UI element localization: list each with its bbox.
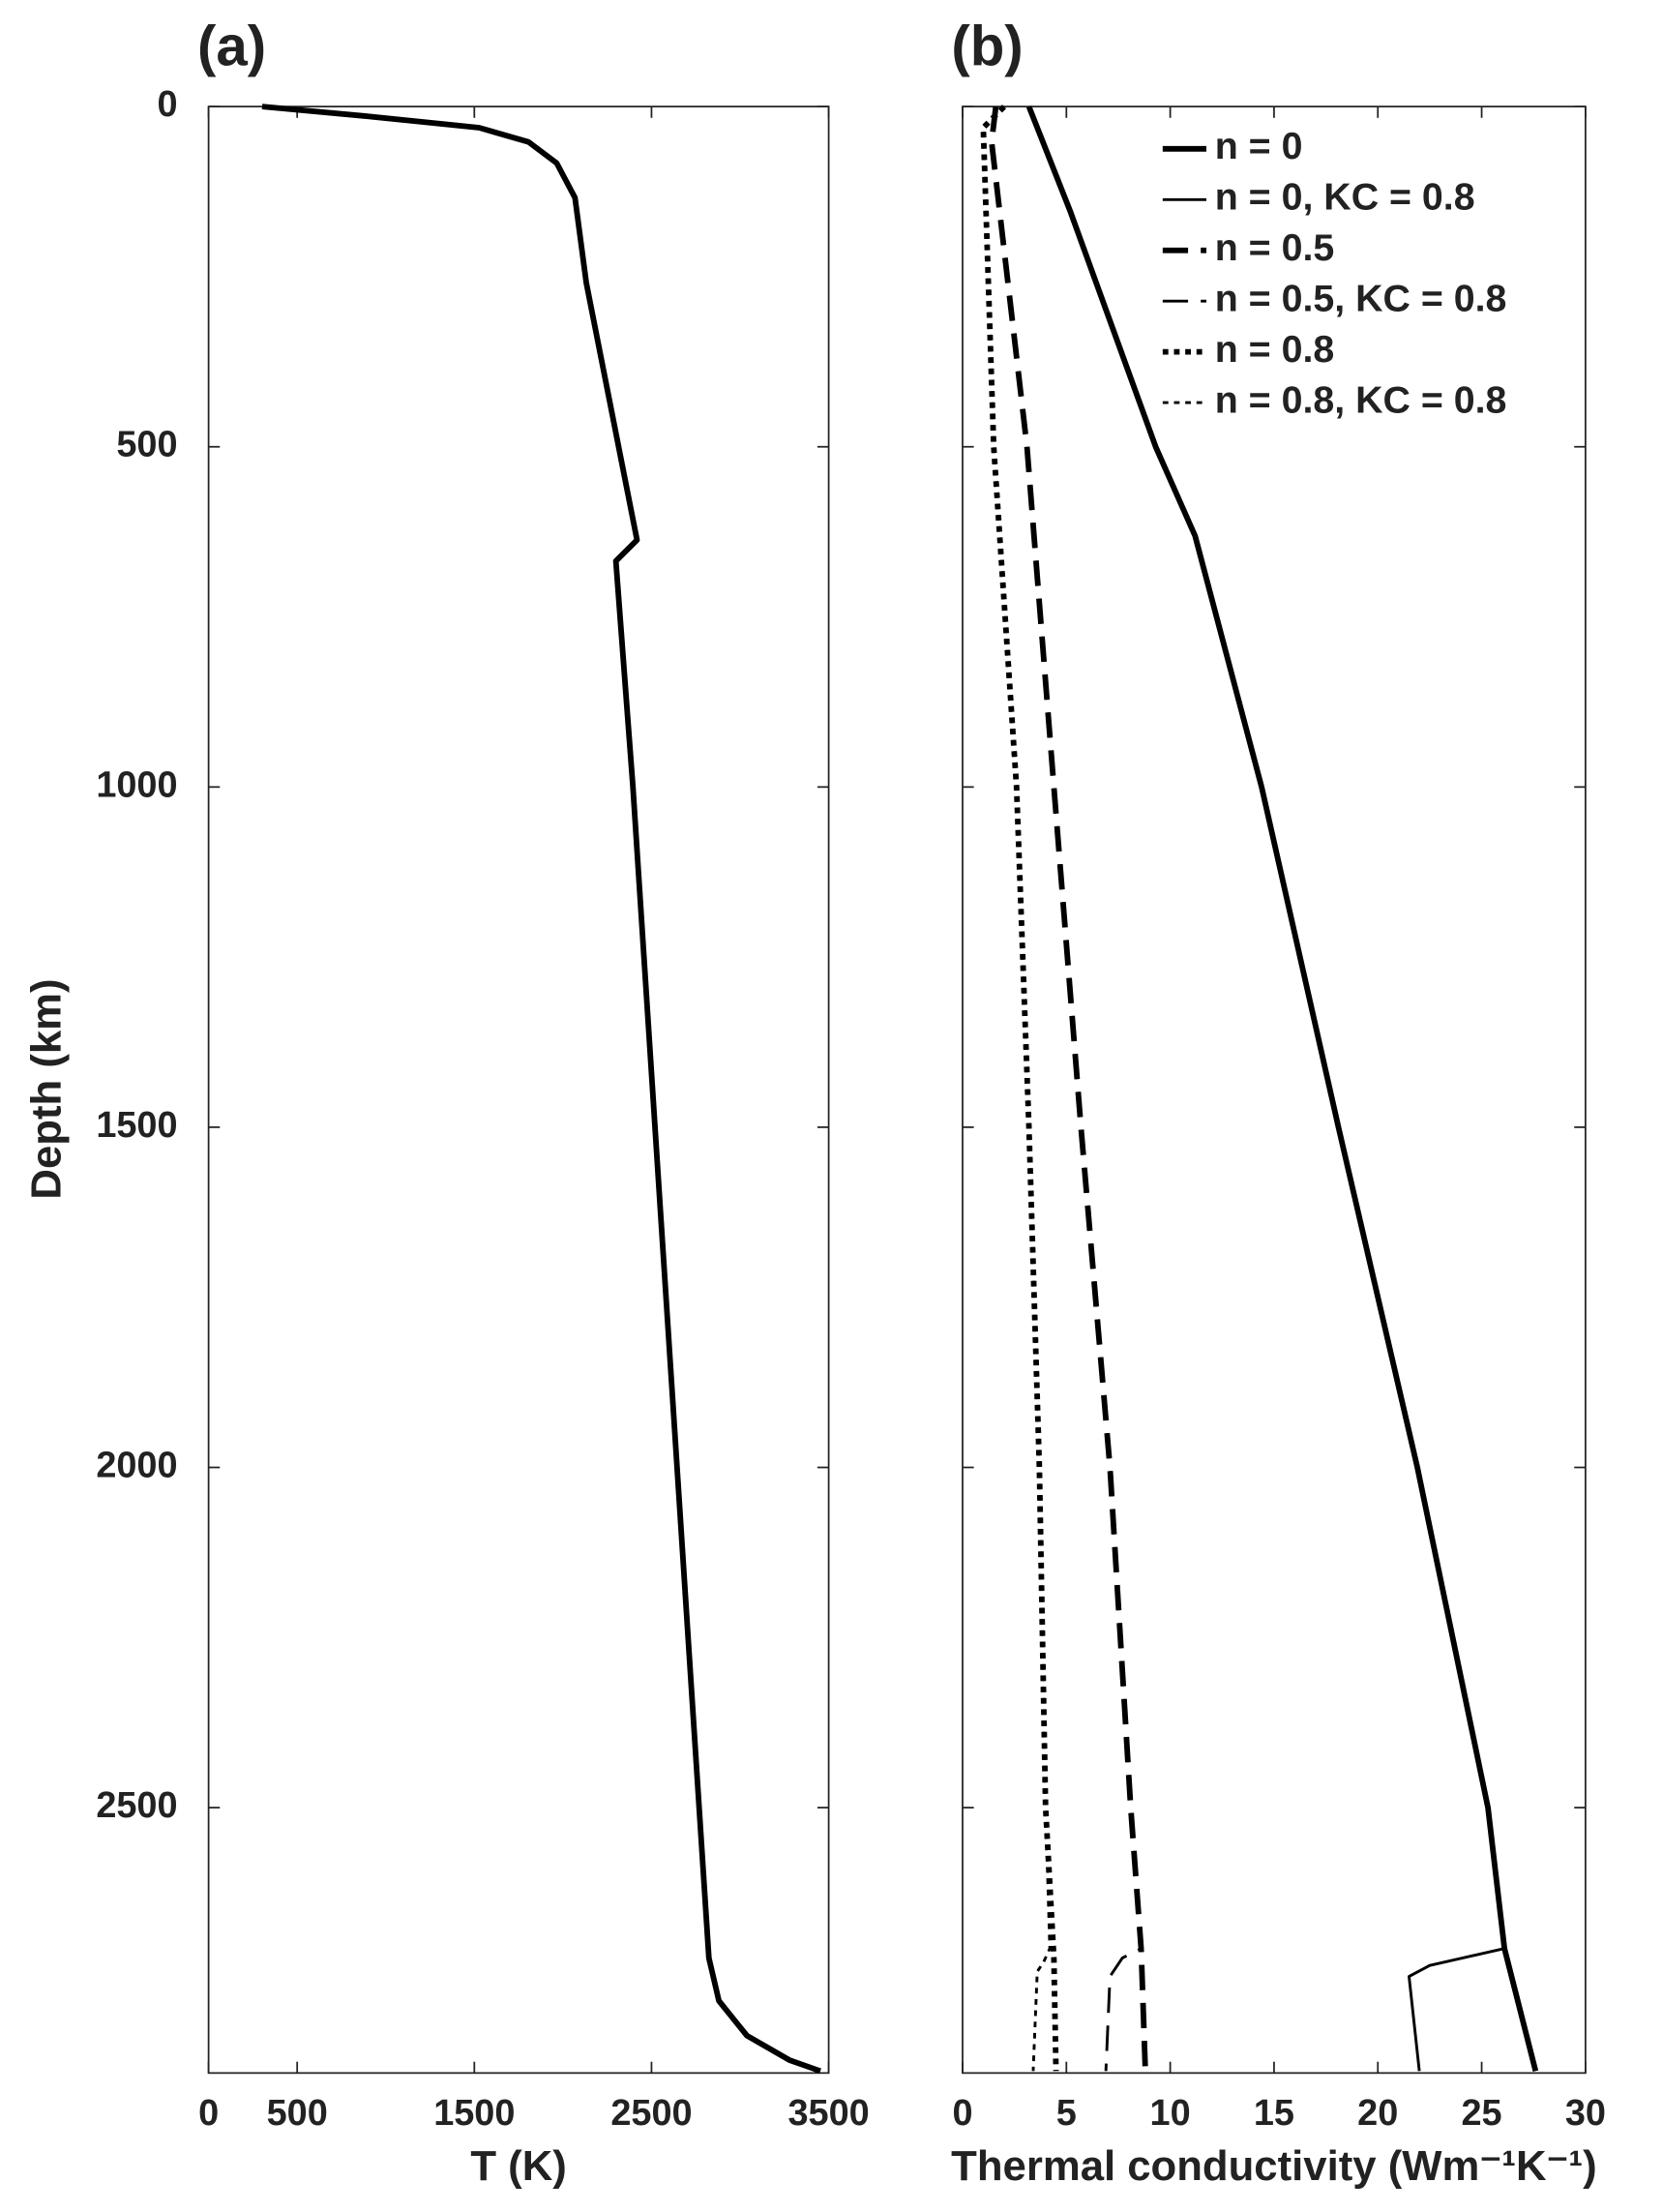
axes-frame xyxy=(207,105,830,2075)
legend-label: n = 0.8 xyxy=(1215,328,1335,371)
profile-line xyxy=(980,105,1059,2072)
x-axis-label: Thermal conductivity (Wm⁻¹K⁻¹) xyxy=(951,2142,1596,2190)
profile-line xyxy=(990,105,1143,2072)
x-tick-label: 30 xyxy=(1565,2093,1606,2134)
y-axis-label: Depth (km) xyxy=(23,978,71,1199)
legend-label: n = 0.5, KC = 0.8 xyxy=(1215,278,1507,320)
legend-label: n = 0, KC = 0.8 xyxy=(1215,176,1475,219)
x-tick-label: 0 xyxy=(198,2093,219,2134)
profile-line xyxy=(1027,105,1506,2072)
y-tick-label: 1000 xyxy=(96,764,177,805)
y-tick-label: 2500 xyxy=(96,1785,177,1826)
profile-line xyxy=(981,105,1052,2072)
x-tick-label: 1500 xyxy=(433,2093,515,2134)
x-tick-label: 500 xyxy=(267,2093,328,2134)
x-tick-label: 2500 xyxy=(610,2093,692,2134)
x-tick-label: 15 xyxy=(1254,2093,1294,2134)
y-tick-label: 1500 xyxy=(96,1105,177,1146)
legend-label: n = 0 xyxy=(1215,125,1303,167)
x-axis-label: T (K) xyxy=(470,2142,566,2190)
profile-line xyxy=(989,105,1148,2072)
x-tick-label: 10 xyxy=(1150,2093,1191,2134)
panel-title: (b) xyxy=(951,15,1023,77)
y-tick-label: 500 xyxy=(116,425,177,465)
x-tick-label: 0 xyxy=(952,2093,972,2134)
x-tick-label: 20 xyxy=(1357,2093,1398,2134)
x-tick-label: 25 xyxy=(1461,2093,1501,2134)
x-tick-label: 5 xyxy=(1056,2093,1077,2134)
y-tick-label: 2000 xyxy=(96,1446,177,1486)
profile-line xyxy=(261,104,821,2075)
panel-title: (a) xyxy=(197,15,266,77)
y-tick-label: 0 xyxy=(157,84,177,125)
legend-label: n = 0.5 xyxy=(1215,226,1335,269)
x-tick-label: 3500 xyxy=(787,2093,869,2134)
legend-label: n = 0.8, KC = 0.8 xyxy=(1215,378,1507,421)
